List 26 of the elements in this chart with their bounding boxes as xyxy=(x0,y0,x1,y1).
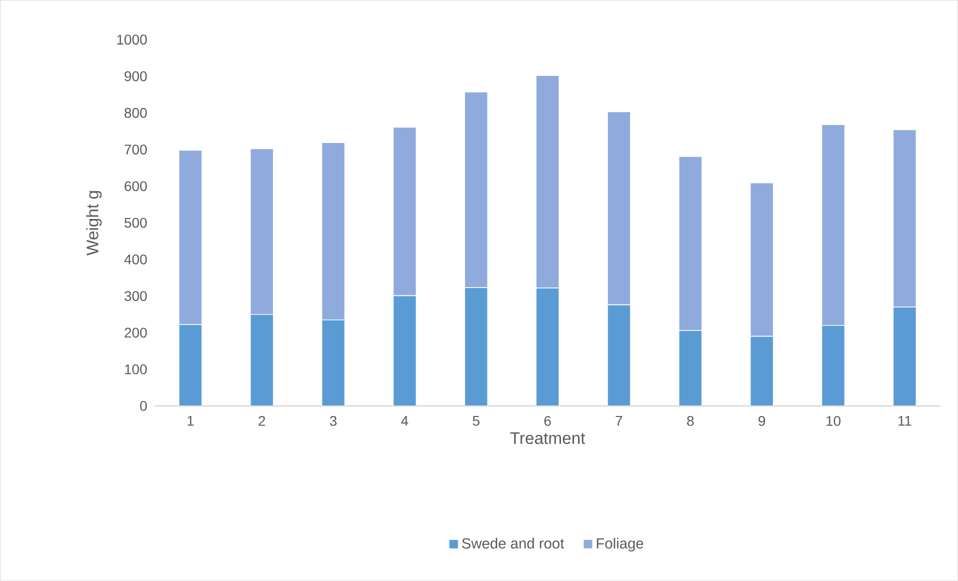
y-tick-label: 200 xyxy=(124,328,147,338)
x-tick-label: 10 xyxy=(826,416,840,426)
y-tick-label: 800 xyxy=(124,108,147,118)
x-tick-label: 4 xyxy=(401,416,408,426)
x-tick-label: 2 xyxy=(258,416,266,426)
y-tick-label: 1000 xyxy=(117,34,147,45)
y-tick-label: 100 xyxy=(125,364,147,374)
x-tick-label: 6 xyxy=(544,416,551,426)
x-axis-title: Treatment xyxy=(510,432,586,444)
legend-label: Swede and root xyxy=(462,538,564,549)
y-tick-label: 900 xyxy=(124,71,147,82)
x-tick-label: 7 xyxy=(616,416,622,426)
y-tick-label: 700 xyxy=(124,144,147,155)
x-tick-label: 9 xyxy=(758,416,766,426)
x-tick-label: 5 xyxy=(472,416,480,426)
y-tick-label: 500 xyxy=(124,218,147,228)
y-tick-label: 300 xyxy=(124,291,147,302)
legend-label: Foliage xyxy=(596,538,644,552)
y-tick-label: 600 xyxy=(124,181,147,192)
y-axis-title: Weight g xyxy=(86,191,102,256)
y-tick-label: 0 xyxy=(140,401,147,412)
x-tick-label: 11 xyxy=(898,416,912,426)
x-tick-label: 3 xyxy=(330,416,337,426)
y-tick-label: 400 xyxy=(124,254,147,265)
x-tick-label: 1 xyxy=(188,416,194,426)
x-tick-label: 8 xyxy=(687,416,694,426)
